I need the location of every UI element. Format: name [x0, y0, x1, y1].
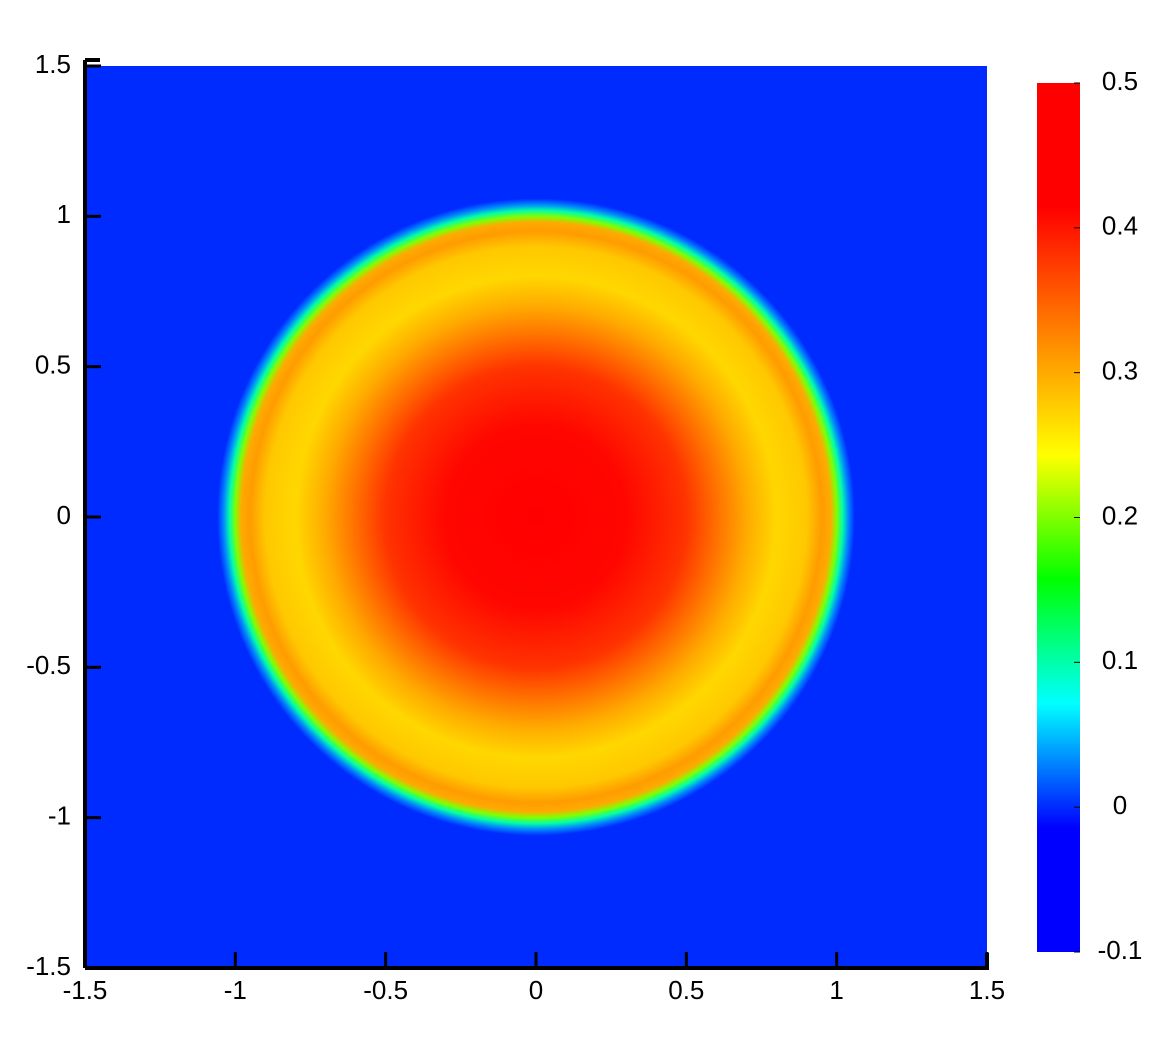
colorbar-tick-label: 0.1: [1102, 645, 1138, 675]
colorbar: [1037, 83, 1080, 952]
y-tick-label: 1: [57, 199, 71, 229]
x-tick-label: -0.5: [363, 975, 408, 1005]
y-tick-label: -0.5: [26, 650, 71, 680]
y-tick-label: 1.5: [35, 49, 71, 79]
colorbar-tick-label: -0.1: [1098, 935, 1143, 965]
y-tick-label: 0.5: [35, 350, 71, 380]
x-tick-label: 0: [529, 975, 543, 1005]
colorbar-tick-label: 0.2: [1102, 500, 1138, 530]
colorbar-tick-label: 0.4: [1102, 211, 1138, 241]
x-tick-label: -1.5: [63, 975, 108, 1005]
y-tick-label: 0: [57, 500, 71, 530]
y-tick-label: -1: [48, 801, 71, 831]
field-disc: [217, 198, 855, 836]
colorbar-tick-label: 0.5: [1102, 66, 1138, 96]
colorbar-tick-label: 0: [1113, 790, 1127, 820]
x-tick-label: 1.5: [969, 975, 1005, 1005]
x-tick-label: 0.5: [668, 975, 704, 1005]
y-tick-label: -1.5: [26, 951, 71, 981]
x-tick-label: -1: [224, 975, 247, 1005]
colorbar-tick-label: 0.3: [1102, 356, 1138, 386]
x-tick-label: 1: [829, 975, 843, 1005]
